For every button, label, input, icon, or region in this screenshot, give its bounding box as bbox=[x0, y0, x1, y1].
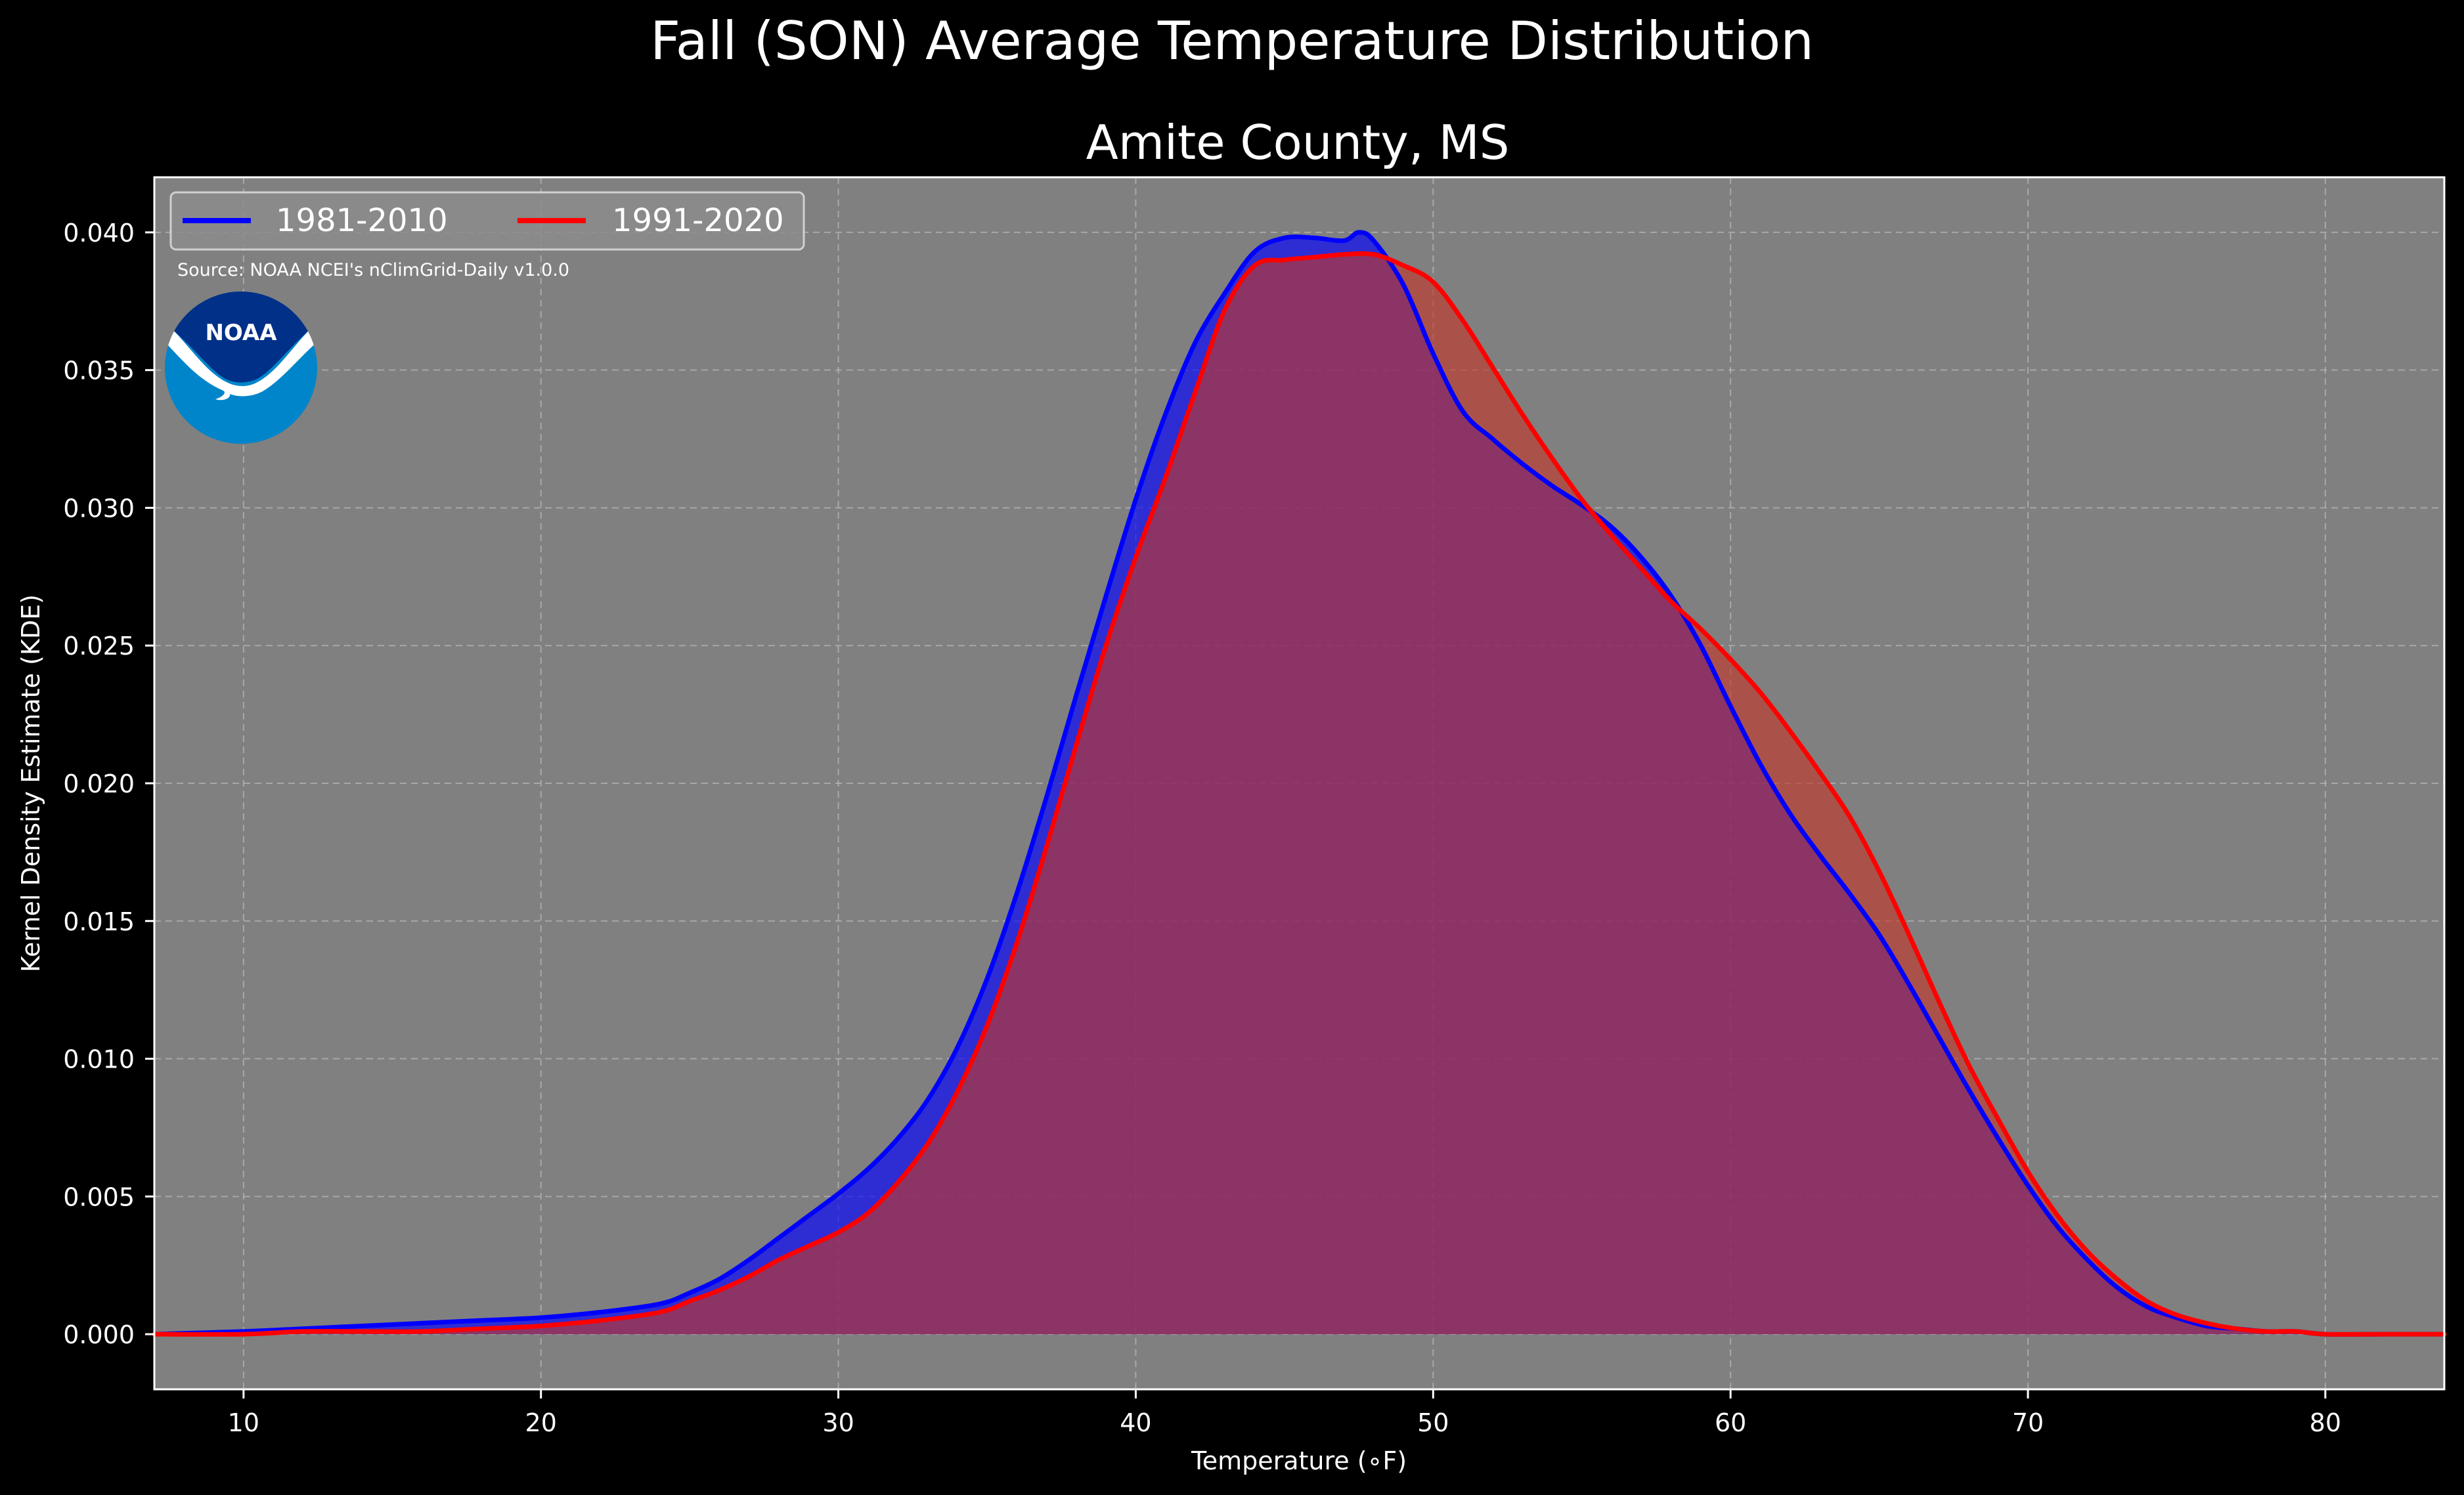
y-tick-label: 0.035 bbox=[63, 357, 135, 385]
x-tick-label: 50 bbox=[1417, 1408, 1449, 1437]
y-tick-label: 0.015 bbox=[63, 907, 135, 936]
noaa-bird-icon bbox=[165, 322, 317, 401]
legend-label-1981-2010: 1981-2010 bbox=[276, 202, 448, 239]
x-axis-label: Temperature (∘F) bbox=[1191, 1446, 1407, 1475]
chart-title: Fall (SON) Average Temperature Distribut… bbox=[650, 11, 1814, 72]
x-tick-label: 40 bbox=[1120, 1408, 1151, 1437]
x-tick-label: 70 bbox=[2012, 1408, 2044, 1437]
x-tick-label: 10 bbox=[228, 1408, 259, 1437]
y-tick-label: 0.025 bbox=[63, 632, 135, 661]
legend-label-1991-2020: 1991-2020 bbox=[612, 202, 784, 239]
y-tick-label: 0.000 bbox=[63, 1320, 135, 1349]
series-line-1981-2010 bbox=[152, 230, 2447, 1337]
noaa-logo-text: NOAA bbox=[205, 320, 277, 346]
y-tick-label: 0.010 bbox=[63, 1045, 135, 1074]
chart-subtitle: Amite County, MS bbox=[1086, 115, 1510, 170]
x-axis: 10 20 30 40 50 60 70 80 bbox=[228, 1389, 2341, 1437]
x-tick-label: 80 bbox=[2310, 1408, 2341, 1437]
source-annotation: Source: NOAA NCEI's nClimGrid-Daily v1.0… bbox=[177, 260, 569, 280]
x-tick-label: 20 bbox=[525, 1408, 557, 1437]
plot-area bbox=[152, 176, 2447, 1391]
series-line-1991-2020 bbox=[152, 251, 2447, 1337]
y-axis: 0.000 0.005 0.010 0.015 0.020 0.025 0.030 0.035… bbox=[63, 219, 154, 1349]
y-tick-label: 0.005 bbox=[63, 1182, 135, 1211]
y-tick-label: 0.020 bbox=[63, 769, 135, 798]
x-tick-label: 30 bbox=[822, 1408, 854, 1437]
area-fill-1991-2020 bbox=[154, 253, 2444, 1335]
x-tick-label: 60 bbox=[1715, 1408, 1746, 1437]
y-axis-label: Kernel Density Estimate (KDE) bbox=[16, 594, 45, 972]
series-layer bbox=[152, 230, 2447, 1337]
legend: 1981-2010 1991-2020 bbox=[169, 191, 805, 251]
y-tick-label: 0.030 bbox=[63, 494, 135, 523]
legend-frame bbox=[169, 191, 805, 251]
y-tick-label: 0.040 bbox=[63, 219, 135, 248]
